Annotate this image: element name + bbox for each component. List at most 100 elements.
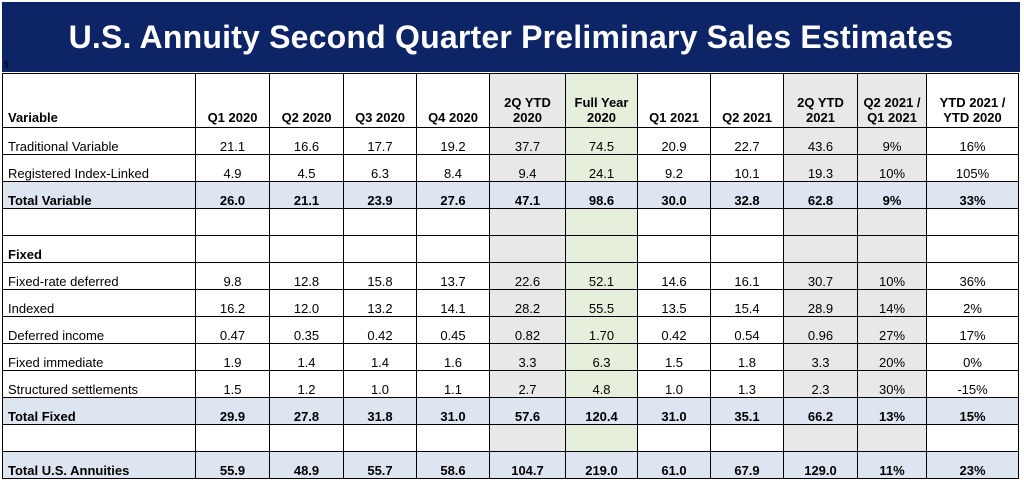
- cell-q1-2020: 1.5: [195, 370, 270, 398]
- cell-q1-2020: 16.2: [195, 289, 270, 317]
- cell-ytd-change: 36%: [926, 262, 1019, 290]
- cell-label: [2, 208, 196, 236]
- cell-q2-2020: 12.0: [269, 289, 344, 317]
- cell-full-year-2020: 120.4: [565, 397, 638, 425]
- cell-q4-2020: 13.7: [416, 262, 490, 290]
- cell-ytd-change: 16%: [926, 127, 1019, 155]
- cell-q2-2020: 16.6: [269, 127, 344, 155]
- header-cell-q2-2020: Q2 2020: [269, 73, 344, 128]
- header-cell-q1-2020: Q1 2020: [195, 73, 270, 128]
- cell-q2-2020: 4.5: [269, 154, 344, 182]
- cell-ytd-change: [926, 208, 1019, 236]
- cell-q3-2020: 6.3: [343, 154, 417, 182]
- section-label-fixed: Fixed: [2, 235, 196, 263]
- cell-q3-2020: 1.4: [343, 343, 417, 371]
- unit-label: $: [4, 60, 9, 69]
- cell-q1-2021: 20.9: [637, 127, 711, 155]
- cell-q2-2020: [269, 424, 344, 452]
- cell-q1-2021: 0.42: [637, 316, 711, 344]
- cell-full-year-2020: 52.1: [565, 262, 638, 290]
- cell-q4-2020: 8.4: [416, 154, 490, 182]
- cell-full-year-2020: 219.0: [565, 451, 638, 479]
- cell-q2-2020: 0.35: [269, 316, 344, 344]
- table-row-total-variable: Total Variable 26.0 21.1 23.9 27.6 47.1 98.6 30…: [2, 181, 1019, 209]
- spacer-row: [2, 208, 1019, 236]
- cell-q1-2020: 21.1: [195, 127, 270, 155]
- section-row-fixed: Fixed: [2, 235, 1019, 263]
- cell-2q-ytd-2020: [489, 424, 566, 452]
- cell-q2-2021: [710, 424, 784, 452]
- cell-label: Total U.S. Annuities: [2, 451, 196, 479]
- cell-q2-2021: 1.8: [710, 343, 784, 371]
- cell-q2-2020: 48.9: [269, 451, 344, 479]
- cell-2q-ytd-2021: 3.3: [783, 343, 858, 371]
- page-title: U.S. Annuity Second Quarter Preliminary …: [68, 18, 954, 55]
- cell-ytd-change: 17%: [926, 316, 1019, 344]
- cell-ytd-change: 105%: [926, 154, 1019, 182]
- header-cell-q1-2021: Q1 2021: [637, 73, 711, 128]
- cell-q3-2020: 55.7: [343, 451, 417, 479]
- cell-q4-2020: 1.6: [416, 343, 490, 371]
- cell-2q-ytd-2020: 28.2: [489, 289, 566, 317]
- cell-ytd-change: [926, 424, 1019, 452]
- header-cell-2q-ytd-2020: 2Q YTD 2020: [489, 73, 566, 128]
- cell-q2-2021: 1.3: [710, 370, 784, 398]
- table-row: Traditional Variable 21.1 16.6 17.7 19.2 37.7…: [2, 127, 1019, 155]
- table-row-total-us-annuities: Total U.S. Annuities 55.9 48.9 55.7 58.6 104.…: [2, 451, 1019, 479]
- cell-q1-2021: [637, 208, 711, 236]
- cell-q3-2020: 17.7: [343, 127, 417, 155]
- cell-q3-2020: 23.9: [343, 181, 417, 209]
- cell-q1-2020: 0.47: [195, 316, 270, 344]
- cell-2q-ytd-2020: 22.6: [489, 262, 566, 290]
- header-cell-q3-2020: Q3 2020: [343, 73, 417, 128]
- cell-q2-2021: 16.1: [710, 262, 784, 290]
- cell-2q-ytd-2020: 104.7: [489, 451, 566, 479]
- cell-q3-2020: 13.2: [343, 289, 417, 317]
- cell-q2-2020: 12.8: [269, 262, 344, 290]
- cell-ytd-change: 0%: [926, 343, 1019, 371]
- cell-q1-2021: 1.5: [637, 343, 711, 371]
- cell-label: Deferred income: [2, 316, 196, 344]
- cell-q2-q1-change: 11%: [857, 451, 927, 479]
- cell-label: Total Variable: [2, 181, 196, 209]
- cell-q1-2020: 26.0: [195, 181, 270, 209]
- cell-q1-2021: [637, 424, 711, 452]
- cell-q4-2020: 31.0: [416, 397, 490, 425]
- cell-full-year-2020: [565, 208, 638, 236]
- cell-q2-q1-change: 13%: [857, 397, 927, 425]
- table-row: Registered Index-Linked 4.9 4.5 6.3 8.4 9.4 24…: [2, 154, 1019, 182]
- cell-q1-2021: 13.5: [637, 289, 711, 317]
- cell-q2-2021: 10.1: [710, 154, 784, 182]
- cell-q2-q1-change: 27%: [857, 316, 927, 344]
- cell-q2-2021: [710, 208, 784, 236]
- cell-2q-ytd-2020: 9.4: [489, 154, 566, 182]
- cell-full-year-2020: [565, 424, 638, 452]
- cell-q2-q1-change: 9%: [857, 127, 927, 155]
- cell-q2-2021: 67.9: [710, 451, 784, 479]
- sales-table: Variable Q1 2020 Q2 2020 Q3 2020 Q4 2020…: [2, 73, 1019, 479]
- table-row: Deferred income 0.47 0.35 0.42 0.45 0.82 1.70 0…: [2, 316, 1019, 344]
- cell-2q-ytd-2021: 62.8: [783, 181, 858, 209]
- cell-full-year-2020: 98.6: [565, 181, 638, 209]
- cell-q4-2020: [416, 424, 490, 452]
- cell-q3-2020: 15.8: [343, 262, 417, 290]
- title-banner: U.S. Annuity Second Quarter Preliminary …: [2, 2, 1020, 72]
- cell-full-year-2020: 55.5: [565, 289, 638, 317]
- cell-q4-2020: 14.1: [416, 289, 490, 317]
- header-cell-q2-2021: Q2 2021: [710, 73, 784, 128]
- cell-label: Total Fixed: [2, 397, 196, 425]
- cell-q1-2020: 29.9: [195, 397, 270, 425]
- cell-q2-2021: 22.7: [710, 127, 784, 155]
- table-row-total-fixed: Total Fixed 29.9 27.8 31.8 31.0 57.6 120.4 31.0…: [2, 397, 1019, 425]
- cell-2q-ytd-2021: [783, 424, 858, 452]
- cell-q2-q1-change: [857, 208, 927, 236]
- cell-q1-2020: 1.9: [195, 343, 270, 371]
- header-cell-2q-ytd-2021: 2Q YTD 2021: [783, 73, 858, 128]
- cell-ytd-change: 2%: [926, 289, 1019, 317]
- cell-q2-q1-change: [857, 424, 927, 452]
- cell-label: Structured settlements: [2, 370, 196, 398]
- cell-full-year-2020: 24.1: [565, 154, 638, 182]
- header-row: Variable Q1 2020 Q2 2020 Q3 2020 Q4 2020…: [2, 73, 1019, 128]
- cell-q2-q1-change: 10%: [857, 154, 927, 182]
- cell-q4-2020: 1.1: [416, 370, 490, 398]
